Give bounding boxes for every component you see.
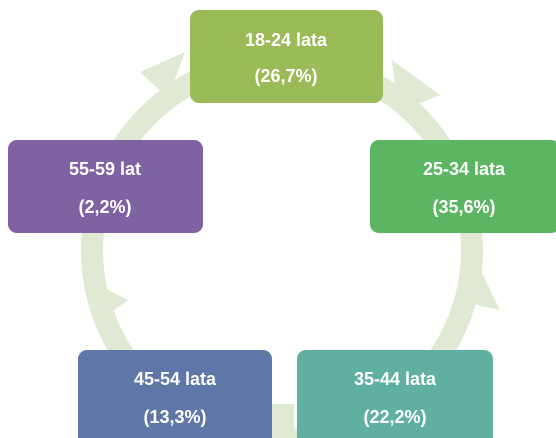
node-box: [8, 140, 203, 233]
node-label: 18-24 lata: [245, 30, 328, 50]
node-value: (2,2%): [78, 197, 131, 217]
node: 18-24 lata (26,7%): [190, 10, 383, 103]
node-box: [297, 350, 493, 438]
node-value: (35,6%): [432, 197, 495, 217]
node: 45-54 lata (13,3%): [78, 350, 272, 438]
node-value: (26,7%): [254, 66, 317, 86]
node: 35-44 lata (22,2%): [297, 350, 493, 438]
node-box: [370, 140, 556, 233]
cycle-arrow: [88, 280, 128, 320]
node: 25-34 lata (35,6%): [370, 140, 556, 233]
cycle-arrow: [455, 265, 500, 310]
node-label: 35-44 lata: [354, 369, 437, 389]
node-label: 25-34 lata: [423, 159, 506, 179]
cycle-arrow: [272, 404, 294, 438]
node: 55-59 lat (2,2%): [8, 140, 203, 233]
node-label: 55-59 lat: [69, 159, 141, 179]
cycle-arrow: [392, 60, 440, 112]
node-box: [190, 10, 383, 103]
node-box: [78, 350, 272, 438]
node-value: (13,3%): [143, 407, 206, 427]
node-value: (22,2%): [363, 407, 426, 427]
node-label: 45-54 lata: [134, 369, 217, 389]
cycle-arrow: [140, 52, 185, 98]
